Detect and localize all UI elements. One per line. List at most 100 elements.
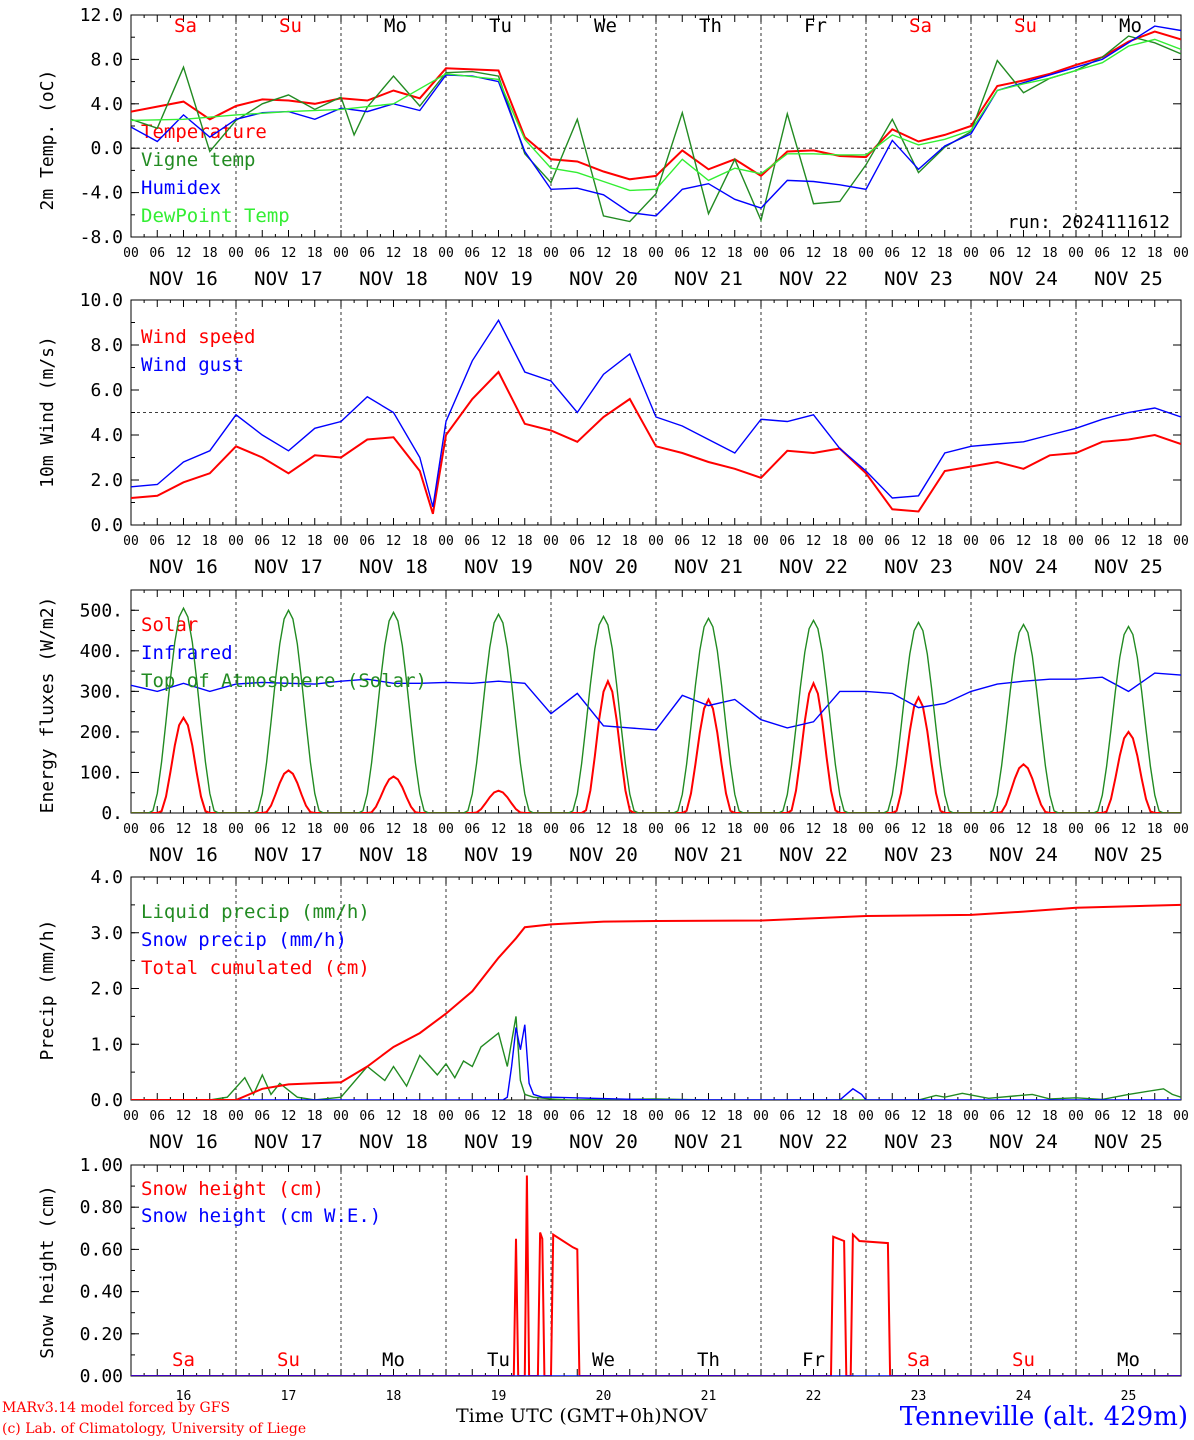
y-tick-label: 0.00 bbox=[80, 1366, 123, 1387]
hour-tick-label: 06 bbox=[149, 822, 165, 837]
weekday-label: Sa bbox=[174, 15, 197, 37]
day-label: NOV 18 bbox=[359, 556, 428, 578]
day-number-label: 19 bbox=[491, 1389, 507, 1404]
legend-solar: Solar bbox=[141, 614, 198, 636]
hour-tick-label: 00 bbox=[858, 534, 874, 549]
legend-dewpoint-temp: DewPoint Temp bbox=[141, 205, 290, 227]
y-tick-label: 10.0 bbox=[80, 290, 123, 311]
day-label: NOV 19 bbox=[464, 268, 533, 290]
weekday-label: Th bbox=[699, 15, 722, 37]
series-line-snow-height-cm- bbox=[131, 1175, 1181, 1376]
hour-tick-label: 06 bbox=[359, 534, 375, 549]
hour-tick-label: 18 bbox=[832, 1109, 848, 1124]
hour-tick-label: 18 bbox=[937, 822, 953, 837]
hour-tick-label: 12 bbox=[386, 822, 402, 837]
hour-tick-label: 18 bbox=[937, 1109, 953, 1124]
hour-tick-label: 12 bbox=[491, 534, 507, 549]
hour-tick-label: 00 bbox=[648, 534, 664, 549]
hour-tick-label: 12 bbox=[386, 1109, 402, 1124]
day-label: NOV 20 bbox=[569, 844, 638, 866]
hour-tick-label: 06 bbox=[254, 534, 270, 549]
hour-tick-label: 18 bbox=[622, 1109, 638, 1124]
hour-tick-label: 12 bbox=[281, 534, 297, 549]
day-label: NOV 25 bbox=[1094, 1131, 1163, 1153]
day-label: NOV 16 bbox=[149, 268, 218, 290]
month-label: NOV bbox=[661, 1405, 708, 1427]
hour-tick-label: 12 bbox=[281, 822, 297, 837]
y-tick-label: 4.0 bbox=[90, 867, 123, 888]
hour-tick-label: 06 bbox=[674, 822, 690, 837]
hour-tick-label: 12 bbox=[596, 1109, 612, 1124]
hour-tick-label: 00 bbox=[963, 822, 979, 837]
weekday-label: Mo bbox=[382, 1349, 405, 1371]
hour-tick-label: 06 bbox=[569, 246, 585, 261]
y-tick-label: 0.40 bbox=[80, 1282, 123, 1303]
hour-tick-label: 12 bbox=[386, 246, 402, 261]
weekday-label: We bbox=[594, 15, 617, 37]
weekday-label: Tu bbox=[489, 15, 512, 37]
hour-tick-label: 00 bbox=[123, 822, 139, 837]
day-label: NOV 23 bbox=[884, 1131, 953, 1153]
hour-tick-label: 18 bbox=[202, 1109, 218, 1124]
hour-tick-label: 00 bbox=[543, 246, 559, 261]
series-line-top-of-atmosphere-solar- bbox=[131, 606, 1181, 813]
weekday-label: Mo bbox=[384, 15, 407, 37]
hour-tick-label: 06 bbox=[674, 246, 690, 261]
hour-tick-label: 18 bbox=[202, 534, 218, 549]
hour-tick-label: 12 bbox=[1016, 246, 1032, 261]
hour-tick-label: 00 bbox=[963, 246, 979, 261]
hour-tick-label: 12 bbox=[806, 246, 822, 261]
y-tick-label: 8.0 bbox=[90, 335, 123, 356]
hour-tick-label: 06 bbox=[359, 822, 375, 837]
hour-tick-label: 06 bbox=[1094, 822, 1110, 837]
day-label: NOV 19 bbox=[464, 556, 533, 578]
hour-tick-label: 00 bbox=[1068, 1109, 1084, 1124]
hour-tick-label: 06 bbox=[569, 1109, 585, 1124]
hour-tick-label: 18 bbox=[412, 246, 428, 261]
hour-tick-label: 06 bbox=[254, 822, 270, 837]
hour-tick-label: 06 bbox=[149, 1109, 165, 1124]
hour-tick-label: 00 bbox=[648, 822, 664, 837]
hour-tick-label: 18 bbox=[622, 822, 638, 837]
day-number-label: 25 bbox=[1121, 1389, 1137, 1404]
hour-tick-label: 18 bbox=[1042, 246, 1058, 261]
day-label: NOV 22 bbox=[779, 1131, 848, 1153]
hour-tick-label: 12 bbox=[491, 246, 507, 261]
hour-tick-label: 12 bbox=[701, 246, 717, 261]
hour-tick-label: 12 bbox=[701, 534, 717, 549]
hour-tick-label: 18 bbox=[307, 822, 323, 837]
x-axis-title-text: Time UTC (GMT+0h) bbox=[456, 1405, 662, 1427]
hour-tick-label: 12 bbox=[1121, 822, 1137, 837]
hour-tick-label: 00 bbox=[1068, 822, 1084, 837]
day-label: NOV 23 bbox=[884, 844, 953, 866]
hour-tick-label: 06 bbox=[989, 534, 1005, 549]
series-line-wind-gust bbox=[131, 318, 1181, 508]
y-tick-label: 500. bbox=[80, 600, 123, 621]
day-label: NOV 18 bbox=[359, 268, 428, 290]
day-label: NOV 17 bbox=[254, 556, 323, 578]
hour-tick-label: 06 bbox=[359, 246, 375, 261]
hour-tick-label: 00 bbox=[1173, 534, 1189, 549]
weekday-label: Su bbox=[1014, 15, 1037, 37]
day-label: NOV 17 bbox=[254, 844, 323, 866]
legend-wind-gust: Wind gust bbox=[141, 354, 244, 376]
hour-tick-label: 00 bbox=[438, 534, 454, 549]
run-annotation: run: 2024111612 bbox=[1007, 212, 1170, 233]
hour-tick-label: 12 bbox=[911, 246, 927, 261]
hour-tick-label: 00 bbox=[333, 822, 349, 837]
y-axis-label: 10m Wind (m/s) bbox=[37, 336, 58, 488]
hour-tick-label: 18 bbox=[937, 246, 953, 261]
hour-tick-label: 18 bbox=[622, 246, 638, 261]
legend-snow-height-cm-: Snow height (cm) bbox=[141, 1178, 324, 1200]
legend-snow-precip-mm-h-: Snow precip (mm/h) bbox=[141, 929, 347, 951]
hour-tick-label: 06 bbox=[464, 822, 480, 837]
series-line-solar bbox=[131, 678, 1181, 813]
hour-tick-label: 18 bbox=[517, 1109, 533, 1124]
hour-tick-label: 18 bbox=[202, 822, 218, 837]
hour-tick-label: 00 bbox=[648, 1109, 664, 1124]
hour-tick-label: 12 bbox=[1121, 1109, 1137, 1124]
hour-tick-label: 00 bbox=[1068, 246, 1084, 261]
series-line-wind-speed bbox=[131, 370, 1181, 515]
model-credit: MARv3.14 model forced by GFS bbox=[2, 1400, 231, 1416]
hour-tick-label: 06 bbox=[884, 1109, 900, 1124]
